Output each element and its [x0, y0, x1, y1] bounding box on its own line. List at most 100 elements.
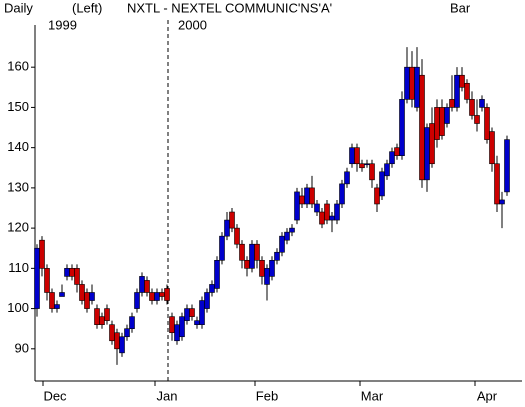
candle-body: [234, 227, 240, 245]
candle-body: [434, 107, 440, 140]
y-tick-label: 160: [7, 59, 29, 74]
candle-body: [79, 284, 85, 301]
candle-body: [444, 107, 450, 124]
y-tick-label: 90: [15, 340, 29, 355]
candle-body: [124, 328, 130, 338]
candle-body: [109, 324, 115, 342]
candle-body: [419, 74, 425, 181]
candle-body: [334, 203, 340, 221]
candle-body: [179, 316, 185, 338]
candle-body: [199, 300, 205, 325]
candle-body: [74, 268, 80, 285]
candle-body: [314, 203, 320, 213]
candle-body: [174, 324, 180, 342]
candle-body: [164, 288, 170, 301]
candle-body: [144, 280, 150, 293]
candle-body: [154, 292, 160, 301]
candle-body: [374, 187, 380, 205]
candle-body: [404, 66, 410, 100]
candle-body: [94, 308, 100, 325]
x-tick-label: Mar: [361, 388, 384, 403]
candle-body: [299, 195, 305, 205]
candle-body: [344, 171, 350, 185]
candle-body: [359, 163, 365, 169]
candle-body: [169, 316, 175, 334]
candle-body: [439, 107, 445, 136]
candle-body: [474, 115, 480, 124]
candle-body: [244, 260, 250, 269]
candle-body: [114, 332, 120, 350]
candle-body: [349, 147, 355, 165]
candle-body: [294, 191, 300, 221]
style-label: Bar: [450, 0, 471, 15]
y-tick-label: 140: [7, 139, 29, 154]
candle-body: [479, 99, 485, 108]
candle-body: [399, 99, 405, 156]
candle-body: [39, 239, 45, 269]
candle-body: [84, 292, 90, 309]
candle-body: [384, 163, 390, 177]
candle-body: [49, 292, 55, 309]
candle-body: [259, 260, 265, 277]
candle-body: [284, 231, 290, 241]
candle-body: [159, 292, 165, 297]
x-tick-label: Jan: [157, 388, 178, 403]
candle-body: [149, 292, 155, 301]
candle-body: [194, 320, 200, 325]
candle-body: [329, 215, 335, 221]
candle-body: [304, 187, 310, 205]
candle-body: [54, 304, 60, 309]
candle-body: [134, 292, 140, 309]
y-tick-label: 130: [7, 179, 29, 194]
candle-body: [99, 316, 105, 325]
candle-body: [379, 171, 385, 197]
candle-body: [269, 260, 275, 277]
year-label: 1999: [48, 17, 77, 32]
candle-body: [369, 163, 375, 181]
candle-body: [129, 316, 135, 329]
candle-body: [219, 235, 225, 261]
candle-body: [454, 74, 460, 108]
candle-body: [239, 243, 245, 261]
candle-body: [224, 219, 230, 237]
candle-body: [449, 99, 455, 108]
candle-body: [309, 187, 315, 205]
candle-body: [119, 336, 125, 354]
candle-body: [64, 268, 70, 277]
candle-body: [414, 66, 420, 108]
candle-body: [409, 66, 415, 100]
candle-body: [319, 211, 325, 225]
period-label: Daily: [4, 0, 33, 15]
candle-body: [484, 107, 490, 140]
candle-body: [324, 203, 330, 221]
candle-body: [499, 199, 505, 205]
candle-body: [204, 292, 210, 309]
candle-body: [424, 127, 430, 181]
y-tick-label: 100: [7, 300, 29, 315]
candle-body: [44, 268, 50, 293]
candle-body: [469, 99, 475, 116]
candle-body: [504, 139, 510, 193]
candle-body: [209, 284, 215, 293]
candle-body: [89, 292, 95, 301]
symbol-title: NXTL - NEXTEL COMMUNIC'NS'A': [127, 0, 332, 15]
candle-body: [459, 74, 465, 88]
y-tick-label: 120: [7, 220, 29, 235]
candle-body: [104, 308, 110, 321]
candle-body: [69, 268, 75, 277]
x-tick-label: Apr: [477, 388, 498, 403]
candle-body: [339, 183, 345, 205]
y-tick-label: 110: [8, 260, 29, 275]
x-tick-label: Dec: [43, 388, 67, 403]
candle-body: [264, 268, 270, 285]
candle-body: [189, 308, 195, 317]
candle-body: [394, 147, 400, 156]
candle-body: [249, 243, 255, 269]
candle-body: [289, 227, 295, 233]
candle-body: [279, 235, 285, 253]
scale-label: (Left): [72, 0, 102, 15]
candle-body: [229, 211, 235, 229]
candle-body: [59, 292, 65, 297]
candle-body: [389, 151, 395, 165]
